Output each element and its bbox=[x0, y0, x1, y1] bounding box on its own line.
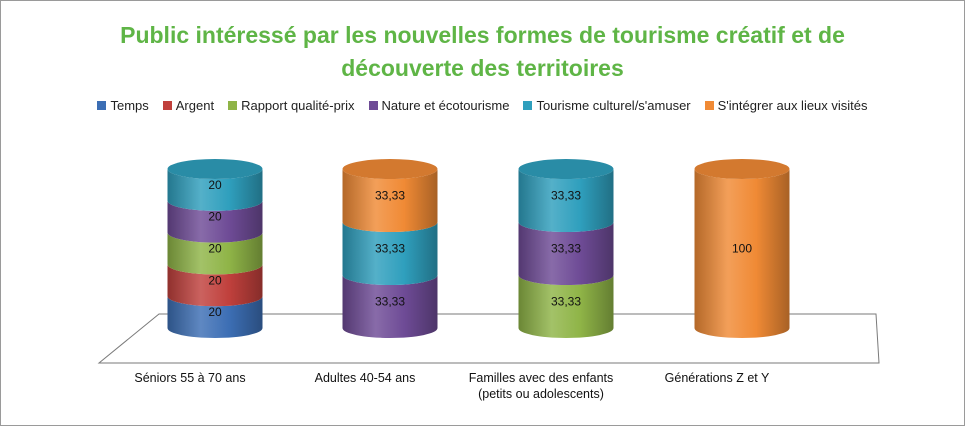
legend-label-0: Temps bbox=[110, 98, 149, 113]
segment-1-5 bbox=[342, 169, 438, 233]
cylinder-2: 33,33 33,33 33,33 bbox=[518, 159, 614, 338]
data-label-2-4: 33,33 bbox=[551, 189, 581, 203]
segment-3-5 bbox=[694, 169, 790, 338]
category-label-1: Adultes 40-54 ans bbox=[315, 371, 416, 385]
legend-item-2: Rapport qualité-prix bbox=[228, 98, 355, 113]
legend-item-5: S'intégrer aux lieux visités bbox=[704, 98, 868, 113]
legend-item-1: Argent bbox=[162, 98, 215, 113]
chart-title-line-1: Public intéressé par les nouvelles forme… bbox=[120, 22, 845, 48]
category-label-line-2-1: (petits ou adolescents) bbox=[478, 387, 604, 401]
floor-plane bbox=[97, 313, 880, 364]
segment-2-2 bbox=[518, 275, 614, 338]
cylinder-top-3 bbox=[694, 159, 790, 179]
data-label-1-5: 33,33 bbox=[375, 189, 405, 203]
segment-2-4 bbox=[518, 169, 614, 233]
legend-swatch-1 bbox=[162, 101, 172, 110]
legend-label-4: Tourisme culturel/s'amuser bbox=[536, 98, 691, 113]
legend-label-3: Nature et écotourisme bbox=[381, 98, 510, 113]
legend-swatch-4 bbox=[523, 101, 533, 110]
category-label-line-1-0: Adultes 40-54 ans bbox=[315, 371, 416, 385]
segment-0-3 bbox=[167, 200, 263, 243]
cylinder-top-0 bbox=[167, 159, 263, 179]
cylinder-top-1 bbox=[342, 159, 438, 180]
segment-1-4 bbox=[342, 222, 438, 286]
chart-title-line-2: découverte des territoires bbox=[341, 55, 624, 81]
cylinder-top-2 bbox=[518, 159, 614, 180]
category-label-3: Générations Z et Y bbox=[665, 371, 770, 385]
category-label-line-2-0: Familles avec des enfants bbox=[469, 371, 614, 385]
legend-swatch-5 bbox=[704, 101, 714, 110]
segment-0-0 bbox=[167, 296, 263, 338]
chart-title: Public intéressé par les nouvelles forme… bbox=[1, 19, 964, 85]
legend-item-3: Nature et écotourisme bbox=[368, 98, 510, 113]
segment-1-3 bbox=[342, 275, 438, 338]
data-label-2-2: 33,33 bbox=[551, 295, 581, 309]
segment-0-4 bbox=[167, 169, 263, 211]
legend-label-5: S'intégrer aux lieux visités bbox=[717, 98, 868, 113]
legend-item-4: Tourisme culturel/s'amuser bbox=[523, 98, 691, 113]
legend-label-1: Argent bbox=[175, 98, 215, 113]
data-label-0-1: 20 bbox=[208, 273, 222, 287]
data-label-0-4: 20 bbox=[208, 178, 222, 192]
category-label-2: Familles avec des enfants (petits ou adol… bbox=[469, 371, 614, 401]
category-label-0: Séniors 55 à 70 ans bbox=[134, 371, 245, 385]
legend-swatch-2 bbox=[228, 101, 238, 110]
category-label-line-3-0: Générations Z et Y bbox=[665, 371, 770, 385]
cylinder-3: 100 bbox=[694, 159, 790, 338]
data-label-2-3: 33,33 bbox=[551, 242, 581, 256]
data-label-3-5: 100 bbox=[732, 242, 752, 256]
cylinder-0: 20 20 20 20 20 bbox=[167, 159, 263, 338]
legend-swatch-0 bbox=[97, 101, 107, 110]
segment-0-2 bbox=[167, 232, 263, 275]
chart-legend: Temps Argent Rapport qualité-prix Nature et… bbox=[1, 98, 964, 113]
data-label-0-2: 20 bbox=[208, 242, 222, 256]
data-label-0-3: 20 bbox=[208, 210, 222, 224]
segment-2-3 bbox=[518, 222, 614, 286]
data-label-1-4: 33,33 bbox=[375, 242, 405, 256]
legend-label-2: Rapport qualité-prix bbox=[241, 98, 355, 113]
legend-item-0: Temps bbox=[97, 98, 149, 113]
data-label-0-0: 20 bbox=[208, 305, 222, 319]
category-label-line-0-0: Séniors 55 à 70 ans bbox=[134, 371, 245, 385]
legend-swatch-3 bbox=[368, 101, 378, 110]
cylinder-1: 33,33 33,33 33,33 bbox=[342, 159, 438, 338]
segment-0-1 bbox=[167, 264, 263, 307]
data-label-1-3: 33,33 bbox=[375, 295, 405, 309]
